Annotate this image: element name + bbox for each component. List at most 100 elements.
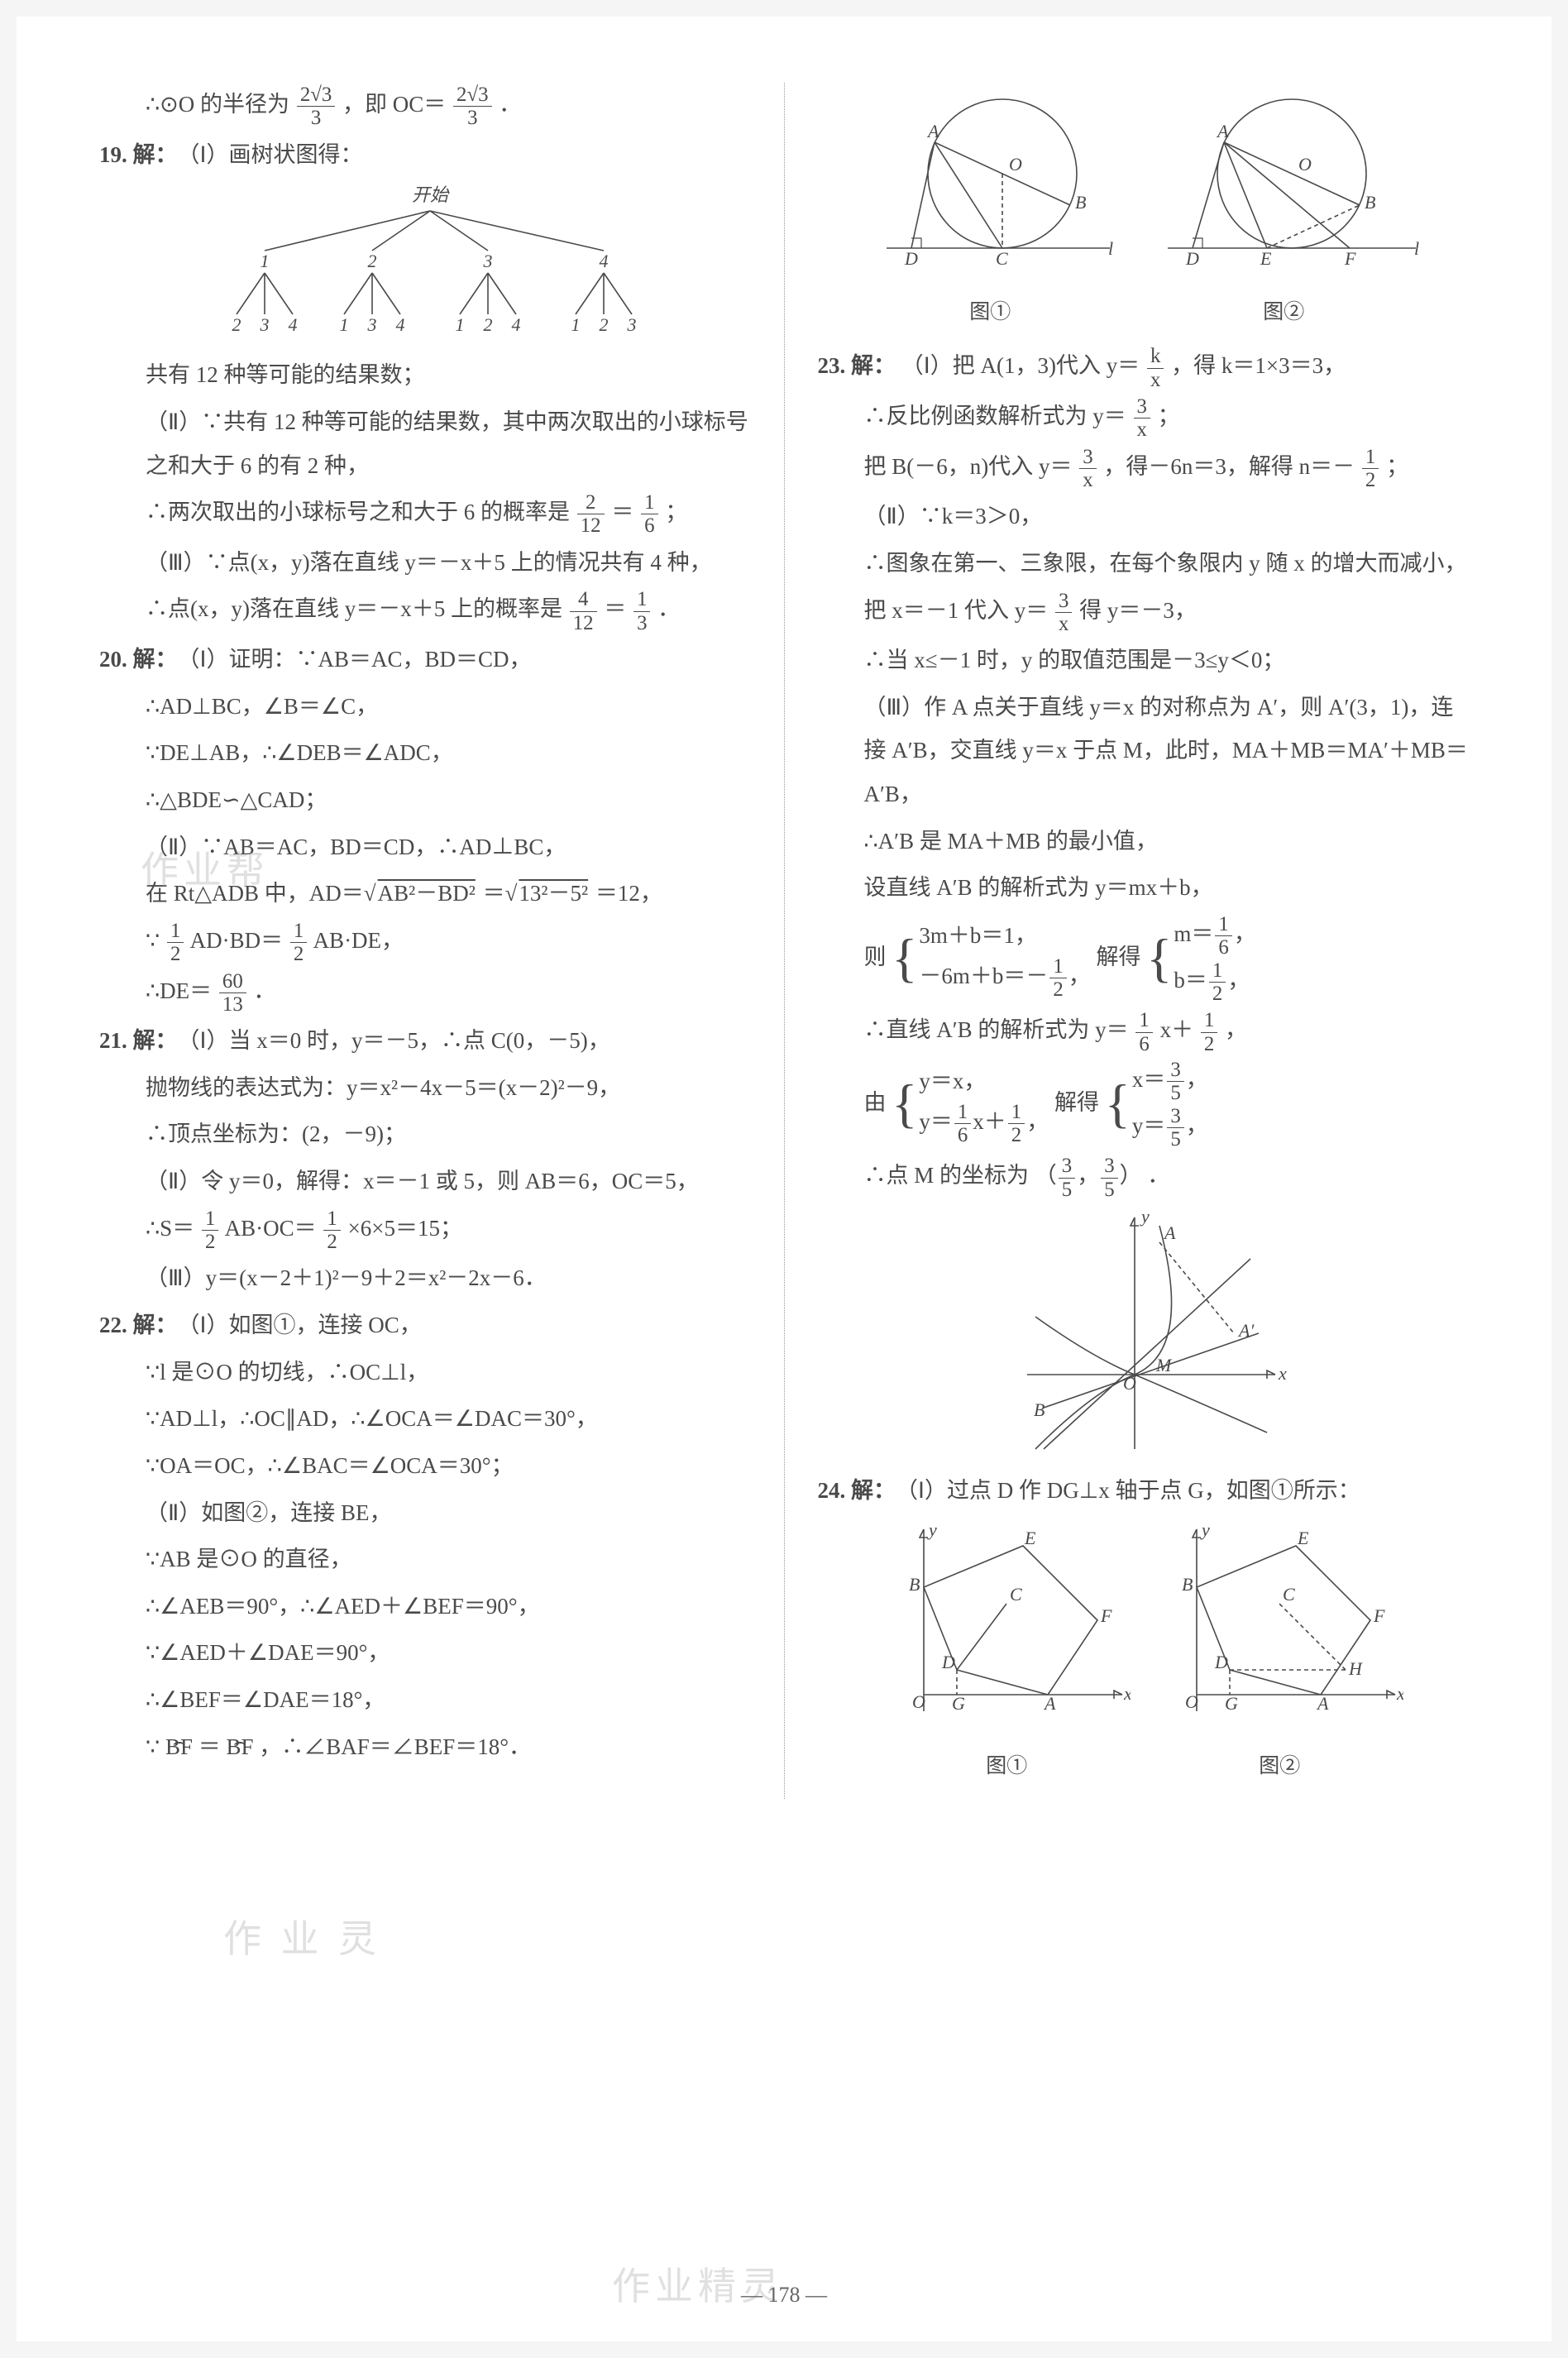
t: ∵ (146, 1734, 160, 1759)
t: H (1348, 1658, 1363, 1679)
t: ， (1225, 1017, 1247, 1042)
t: B (1365, 192, 1375, 213)
t: A (1163, 1222, 1176, 1243)
t: y (1140, 1209, 1150, 1227)
q20-h: ∴DE＝ 6013 ． (99, 969, 751, 1016)
frac-half-f: 12 (1201, 1009, 1217, 1055)
t: B (909, 1574, 920, 1595)
q20-b: ∴AD⊥BC，∠B＝∠C， (99, 685, 751, 729)
q22-b: ∵l 是⊙O 的切线，∴OC⊥l， (99, 1351, 751, 1394)
t: ×6×5＝15； (348, 1216, 462, 1241)
watermark-2: 作 业 灵 (223, 1902, 381, 1977)
t: ， (1026, 1109, 1049, 1134)
q21-label: 21. 解： (99, 1019, 178, 1063)
frac-60-13: 6013 (219, 970, 246, 1016)
q23-label: 23. 解： (818, 344, 896, 388)
q23-d: （Ⅱ）∵k＝3＞0， (818, 495, 1470, 538)
t: E (1024, 1528, 1036, 1548)
q20-g: ∵ 12 AD·BD＝ 12 AB·DE， (99, 919, 751, 966)
t: ． (254, 978, 276, 1003)
q22-label: 22. 解： (99, 1303, 178, 1347)
t: y＝x， (919, 1069, 986, 1093)
t: ，得 k＝1×3＝3， (1171, 353, 1346, 378)
t: ； (665, 500, 687, 524)
q21-head: 21. 解：（Ⅰ）当 x＝0 时，y＝－5，∴点 C(0，－5)， (99, 1019, 751, 1063)
page-number-value: 178 (768, 2283, 801, 2307)
t: ＝ (483, 881, 505, 906)
t: （Ⅰ）当 x＝0 时，y＝－5，∴点 C(0，－5)， (178, 1028, 610, 1053)
t: ∴直线 A′B 的解析式为 y＝ (864, 1017, 1129, 1042)
q19-label: 19. 解： (99, 133, 178, 177)
t: ∴两次取出的小球标号之和大于 6 的概率是 (146, 500, 570, 524)
t: 3 (483, 251, 493, 271)
figcap-sq1: 图① (882, 1747, 1131, 1787)
t: A′ (1237, 1320, 1255, 1341)
t: B (1034, 1399, 1045, 1420)
fig-circle-2: A O B D E F l 图② (1143, 91, 1424, 332)
line-oc-radius: ∴⊙O 的半径为 2√33 ，即 OC＝ 2√33 ． (99, 83, 751, 130)
t: A (1216, 121, 1229, 141)
t: x＝ (1132, 1067, 1166, 1092)
q22-h: ∵∠AED＋∠DAE＝90°， (99, 1631, 751, 1675)
left-column: ∴⊙O 的半径为 2√33 ，即 OC＝ 2√33 ． 19. 解：（Ⅰ）画树状… (99, 83, 751, 1799)
t: 1 (340, 314, 349, 335)
t: F (1373, 1605, 1385, 1626)
t: 2 (232, 314, 241, 335)
q22-c: ∵AD⊥l，∴OC∥AD，∴∠OCA＝∠DAC＝30°， (99, 1397, 751, 1441)
t: O (912, 1691, 925, 1712)
frac-half-b: 12 (290, 920, 307, 966)
frac-1-6-b: 16 (1135, 1009, 1152, 1055)
q20-d: ∴△BDE∽△CAD； (99, 778, 751, 822)
frac-k-x: kx (1147, 345, 1164, 391)
frac-half-d: 12 (323, 1208, 340, 1254)
q21-f: （Ⅲ）y＝(x－2＋1)²－9＋2＝x²－2x－6． (99, 1256, 751, 1300)
t: ． (657, 596, 680, 621)
t: y＝ (1132, 1113, 1166, 1138)
t: 3 (627, 314, 637, 335)
t: 4 (600, 251, 609, 271)
t: （Ⅰ）过点 D 作 DG⊥x 轴于点 G，如图①所示： (896, 1478, 1360, 1503)
q20-c: ∵DE⊥AB，∴∠DEB＝∠ADC， (99, 731, 751, 775)
t: ∴DE＝ (146, 978, 212, 1003)
t: A (926, 121, 939, 141)
t: ∴⊙O 的半径为 (146, 92, 289, 117)
q23-k: 则 { 3m＋b＝1， －6m＋b＝－12， 解得 { m＝16， b＝12， (818, 913, 1470, 1005)
t: O (1123, 1373, 1136, 1394)
t: C (996, 248, 1008, 269)
q21-e: ∴S＝ 12 AB·OC＝ 12 ×6×5＝15； (99, 1207, 751, 1254)
t: 2 (600, 314, 609, 335)
t: ． (1147, 1163, 1169, 1188)
q23-m: 由 { y＝x， y＝16x＋12， 解得 { x＝35， y＝35， (818, 1059, 1470, 1150)
q21-c: ∴顶点坐标为：(2，－9)； (99, 1112, 751, 1156)
figcap-2: 图② (1143, 293, 1424, 333)
t: ； (1158, 404, 1180, 428)
t: ． (499, 92, 521, 117)
t: ∴点(x，y)落在直线 y＝－x＋5 上的概率是 (146, 596, 562, 621)
t: ，即 OC＝ (342, 92, 446, 117)
t: x (1123, 1683, 1131, 1704)
t: ，得－6n＝3，解得 n＝－ (1103, 454, 1355, 479)
t: y (927, 1521, 937, 1540)
page-root: 作业帮 作 业 灵 作业精灵 ∴⊙O 的半径为 2√33 ，即 OC＝ 2√33… (17, 17, 1551, 2341)
t: G (1225, 1693, 1238, 1714)
t: x (1278, 1363, 1287, 1384)
q23-h: （Ⅲ）作 A 点关于直线 y＝x 的对称点为 A′，则 A′(3，1)，连接 A… (818, 686, 1470, 816)
q23-l: ∴直线 A′B 的解析式为 y＝ 16 x＋ 12 ， (818, 1008, 1470, 1055)
t: x (1396, 1683, 1403, 1704)
frac-half-a: 12 (167, 920, 184, 966)
t: 3 (260, 314, 270, 335)
frac-half-c: 12 (202, 1208, 218, 1254)
brace-block-4: { x＝35， y＝35， (1105, 1059, 1208, 1150)
t: l (1414, 238, 1419, 259)
q24-label: 24. 解： (818, 1469, 896, 1513)
t: ， (1234, 921, 1256, 946)
t: 3 (367, 314, 377, 335)
t: y (1200, 1521, 1210, 1540)
fig-square-2: y x O G A B C D E F H 图② (1155, 1521, 1403, 1787)
t: 把 B(－6，n)代入 y＝ (864, 454, 1073, 479)
q22-d: ∵OA＝OC，∴∠BAC＝∠OCA＝30°； (99, 1444, 751, 1488)
t: ∴反比例函数解析式为 y＝ (864, 404, 1126, 428)
t: AD·BD＝ (190, 928, 284, 953)
t: 把 x＝－1 代入 y＝ (864, 598, 1049, 623)
t: O (1298, 154, 1312, 175)
